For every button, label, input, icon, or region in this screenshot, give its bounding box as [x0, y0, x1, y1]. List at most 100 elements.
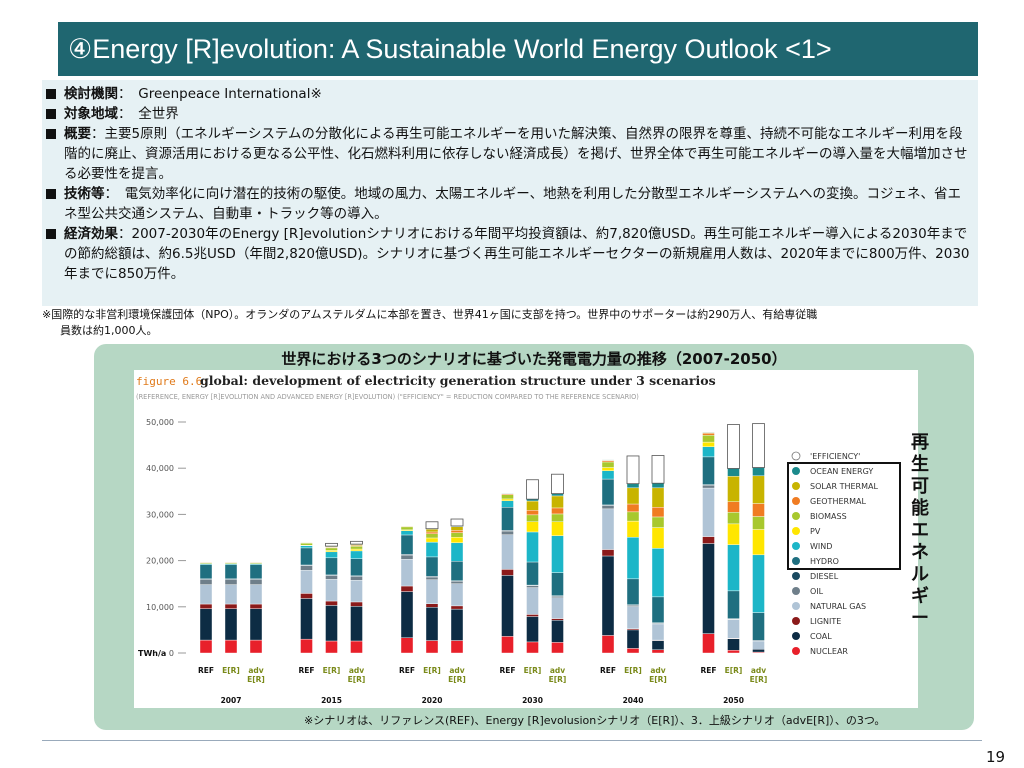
bar-segment — [350, 580, 363, 603]
bar-segment — [224, 608, 238, 641]
bar-segment — [551, 618, 564, 621]
slide-title: ④Energy [R]evolution: A Sustainable Worl… — [58, 22, 978, 76]
bar-segment — [752, 423, 765, 468]
bullet-technology: 技術等： 電気効率化に向け潜在的技術の駆使。地域の風力、太陽エネルギー、地熱を利… — [44, 184, 970, 224]
bar-segment — [651, 455, 665, 484]
scenario-label: REF — [600, 666, 616, 675]
bar-segment — [752, 649, 765, 653]
legend-label: COAL — [810, 632, 832, 641]
bar-segment — [601, 470, 615, 480]
bar-segment — [651, 623, 665, 641]
legend-swatch — [792, 572, 800, 580]
bar-segment — [501, 534, 514, 570]
bar-segment — [702, 433, 715, 436]
bar-segment — [224, 584, 238, 605]
bar-segment — [199, 608, 213, 641]
bar-segment — [551, 572, 564, 596]
bullet-label: 経済効果 — [64, 226, 118, 242]
scenario-label: E[R] — [348, 675, 366, 684]
legend-swatch — [792, 467, 800, 475]
bar-segment — [752, 612, 765, 641]
bar-segment — [651, 548, 665, 598]
bar-segment — [400, 534, 414, 555]
square-bullet-icon — [46, 229, 56, 239]
bar-segment — [526, 531, 539, 563]
bar-segment — [601, 459, 615, 461]
bullet-label: 対象地域 — [64, 106, 118, 122]
bar-segment — [551, 513, 564, 522]
bar-segment — [651, 487, 665, 508]
bar-segment — [626, 520, 640, 538]
bar-segment — [300, 593, 313, 599]
legend-label: GEOTHERMAL — [810, 497, 866, 506]
legend-swatch — [792, 497, 800, 505]
scenario-label: E[R] — [448, 675, 466, 684]
legend-label: BIOMASS — [810, 512, 847, 521]
bar-segment — [224, 603, 238, 609]
y-tick-label: 20,000 — [146, 557, 174, 566]
bar-segment — [727, 650, 740, 654]
bar-segment — [551, 619, 564, 643]
bar-segment — [727, 512, 740, 525]
bar-segment — [702, 543, 715, 634]
bar-segment — [651, 640, 665, 650]
legend-label: NUCLEAR — [810, 647, 848, 656]
year-label: 2007 — [221, 696, 242, 705]
bar-segment — [626, 483, 640, 489]
bar-segment — [601, 467, 615, 471]
bar-segment — [425, 640, 439, 654]
bullet-label: 概要 — [64, 126, 91, 142]
bar-segment — [702, 441, 715, 447]
bullet-label: 技術等 — [64, 186, 105, 202]
scenario-label: adv — [650, 666, 665, 675]
year-label: 2015 — [321, 696, 342, 705]
bar-segment — [551, 507, 564, 515]
bar-segment — [450, 542, 464, 562]
bar-segment — [526, 561, 539, 586]
bar-segment — [626, 503, 640, 513]
bar-segment — [526, 500, 539, 511]
bar-segment — [526, 614, 539, 617]
bar-segment — [450, 583, 464, 607]
bar-segment — [501, 507, 514, 531]
bar-segment — [727, 424, 740, 469]
bar-segment — [350, 576, 363, 581]
bar-segment — [601, 460, 615, 463]
bar-segment — [199, 584, 213, 605]
bar-segment — [601, 635, 615, 654]
bar-segment — [325, 579, 338, 602]
bar-segment — [224, 564, 238, 580]
bar-segment — [350, 640, 363, 654]
bar-segment — [224, 562, 238, 563]
scenario-label: REF — [399, 666, 415, 675]
bar-segment — [400, 530, 414, 536]
bar-segment — [752, 516, 765, 530]
scenario-label: E[R] — [247, 675, 265, 684]
bar-segment — [425, 579, 439, 604]
chart-heading: 世界における3つのシナリオに基づいた発電電力量の推移（2007-2050） — [281, 350, 787, 368]
bar-segment — [199, 579, 213, 585]
bar-segment — [601, 461, 615, 468]
bar-segment — [526, 514, 539, 522]
year-label: 2050 — [723, 696, 744, 705]
chart-title: global: development of electricity gener… — [200, 373, 716, 388]
bar-segment — [551, 473, 564, 495]
y-tick-label: 30,000 — [146, 510, 174, 519]
legend-label: DIESEL — [810, 572, 839, 581]
bullet-label: 検討機関 — [64, 86, 118, 102]
bar-segment — [400, 526, 414, 531]
scenario-label: adv — [349, 666, 364, 675]
bar-segment — [249, 579, 263, 585]
bar-segment — [752, 554, 765, 613]
bar-segment — [425, 521, 439, 530]
square-bullet-icon — [46, 89, 56, 99]
bar-segment — [249, 639, 263, 654]
bar-segment — [325, 547, 338, 551]
bar-segment — [425, 531, 439, 535]
bar-segment — [450, 605, 464, 610]
legend-label: OCEAN ENERGY — [810, 467, 873, 476]
bar-segment — [601, 555, 615, 636]
y-tick-label: 0 — [169, 649, 174, 658]
scenario-label: E[R] — [649, 675, 667, 684]
bar-segment — [526, 479, 539, 500]
